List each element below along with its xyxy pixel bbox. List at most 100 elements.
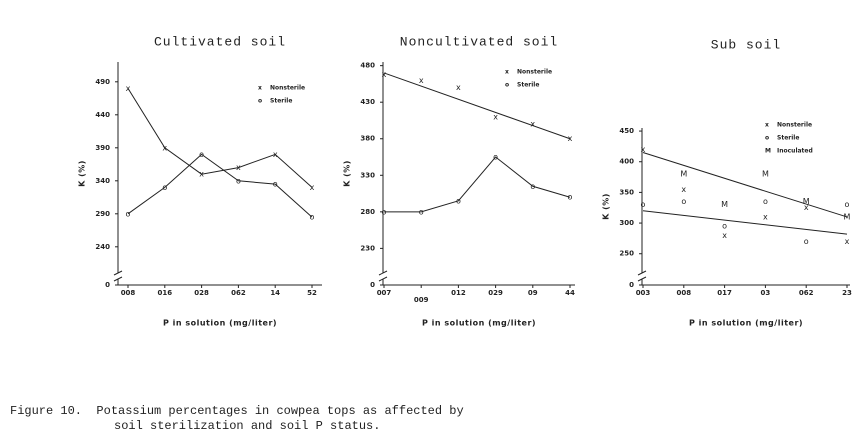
point: x (199, 170, 204, 179)
point: o (641, 200, 646, 209)
y-tick-label: 330 (360, 171, 375, 179)
x-tick-label: 062 (231, 289, 246, 297)
point: x (126, 84, 131, 93)
point: x (382, 70, 387, 79)
point: x (419, 76, 424, 85)
point: x (722, 231, 727, 240)
point: o (456, 196, 461, 205)
point: M (844, 212, 851, 221)
y-tick-label: 0 (105, 281, 110, 289)
point: x (641, 145, 646, 154)
y-tick-label: 380 (360, 135, 375, 143)
legend-marker: M (765, 148, 771, 155)
legend-label: Sterile (517, 82, 539, 89)
y-tick-label: 400 (619, 158, 634, 166)
point: o (722, 222, 727, 231)
y-axis-label: K (%) (343, 160, 352, 187)
point: o (126, 209, 131, 218)
point: x (763, 212, 768, 221)
y-tick-label: 390 (95, 144, 110, 152)
x-tick-label: 017 (717, 289, 732, 297)
x-tick-label: 44 (565, 289, 575, 297)
axis-break (113, 276, 123, 282)
point: o (681, 197, 686, 206)
legend-label: Inoculated (777, 148, 813, 155)
point: x (493, 112, 498, 121)
point: x (530, 120, 535, 129)
y-tick-label: 350 (619, 188, 634, 196)
caption-line: Figure 10. Potassium percentages in cowp… (10, 404, 464, 418)
y-tick-label: 490 (95, 78, 110, 86)
x-axis-label: P in solution (mg/liter) (422, 319, 536, 328)
y-axis-label: K (%) (602, 193, 611, 220)
point: x (236, 163, 241, 172)
legend-label: Nonsterile (517, 69, 552, 76)
point: o (273, 180, 278, 189)
fit-line (642, 152, 848, 218)
x-tick-label: 09 (528, 289, 538, 297)
axis-break (378, 270, 388, 276)
y-tick-label: 340 (95, 177, 110, 185)
y-tick-label: 480 (360, 62, 375, 70)
y-tick-label: 0 (370, 281, 375, 289)
point: x (804, 203, 809, 212)
y-tick-label: 440 (95, 111, 110, 119)
point: x (568, 134, 573, 143)
x-tick-label: 03 (761, 289, 771, 297)
y-tick-label: 300 (619, 219, 634, 227)
x-tick-label: 003 (636, 289, 651, 297)
legend-marker: x (258, 85, 262, 92)
x-tick-label: 008 (676, 289, 691, 297)
y-tick-label: 280 (360, 208, 375, 216)
point: o (493, 153, 498, 162)
x-tick-label: 028 (194, 289, 209, 297)
x-tick-label: 009 (414, 296, 429, 304)
point: x (273, 150, 278, 159)
point: x (310, 183, 315, 192)
x-tick-label: 029 (488, 289, 503, 297)
point: M (803, 197, 810, 206)
point: o (568, 193, 573, 202)
point: o (310, 213, 315, 222)
y-axis-label: K (%) (78, 160, 87, 187)
x-tick-label: 007 (377, 289, 392, 297)
point: o (804, 237, 809, 246)
axis-break (113, 270, 123, 276)
legend-marker: x (505, 69, 509, 76)
legend-marker: x (765, 122, 769, 129)
x-axis-label: P in solution (mg/liter) (689, 319, 803, 328)
x-tick-label: 016 (157, 289, 172, 297)
legend-marker: o (505, 82, 509, 89)
x-tick-label: 52 (307, 289, 317, 297)
y-tick-label: 450 (619, 127, 634, 135)
point: o (419, 207, 424, 216)
point: o (199, 150, 204, 159)
y-tick-label: 240 (95, 243, 110, 251)
point: o (763, 197, 768, 206)
axis-break (637, 270, 647, 276)
y-tick-label: 430 (360, 98, 375, 106)
point: o (236, 176, 241, 185)
legend-marker: o (258, 98, 262, 105)
x-tick-label: 062 (799, 289, 814, 297)
legend-label: Nonsterile (270, 85, 305, 92)
axis-break (378, 276, 388, 282)
x-tick-label: 008 (121, 289, 136, 297)
legend-marker: o (765, 135, 769, 142)
point: x (162, 143, 167, 152)
x-tick-label: 23 (842, 289, 852, 297)
chart-title: Noncultivated soil (400, 34, 558, 49)
x-axis-label: P in solution (mg/liter) (163, 319, 277, 328)
point: M (680, 170, 687, 179)
y-tick-label: 0 (629, 281, 634, 289)
series-line (384, 156, 571, 213)
point: o (530, 182, 535, 191)
point: x (681, 185, 686, 194)
caption-line: soil sterilization and soil P status. (114, 419, 380, 433)
point: M (721, 200, 728, 209)
chart-title: Sub soil (711, 37, 781, 52)
axis-break (637, 276, 647, 282)
series-line (127, 153, 313, 218)
point: o (382, 207, 387, 216)
